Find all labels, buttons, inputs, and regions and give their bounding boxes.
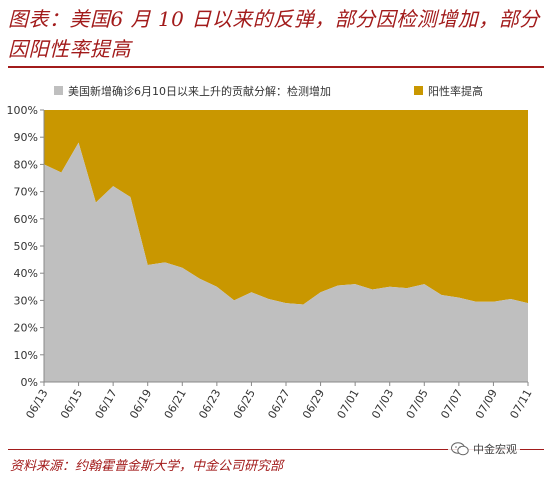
stacked-area-chart: 美国新增确诊6月10日以来上升的贡献分解：检测增加 阳性率提高 0% 10% 20%… xyxy=(7,84,535,421)
x-tick-label: 07/01 xyxy=(335,387,362,421)
footer-divider xyxy=(8,449,544,450)
wechat-watermark: 中金宏观 xyxy=(448,440,520,458)
area-positivity xyxy=(44,110,528,305)
legend-swatch-positivity xyxy=(414,86,423,95)
x-tick-label: 06/29 xyxy=(300,387,327,421)
y-tick-label: 80% xyxy=(14,158,38,171)
x-tick-label: 07/05 xyxy=(404,387,431,421)
x-tick-label: 06/21 xyxy=(162,387,189,421)
x-tick-label: 07/09 xyxy=(473,387,500,421)
title-divider xyxy=(8,66,544,68)
area-testing xyxy=(44,142,528,382)
y-tick-label: 0% xyxy=(21,376,38,389)
legend-swatch-testing xyxy=(54,86,63,95)
x-tick-label: 06/15 xyxy=(58,387,85,421)
y-tick-label: 20% xyxy=(14,322,38,335)
chart-title: 图表：美国6 月 10 日以来的反弹，部分因检测增加，部分因阳性率提高 xyxy=(8,7,540,61)
watermark-text: 中金宏观 xyxy=(473,443,517,456)
y-tick-label: 10% xyxy=(14,349,38,362)
x-tick-label: 06/25 xyxy=(231,387,258,421)
y-tick-label: 60% xyxy=(14,213,38,226)
x-tick-label: 06/13 xyxy=(23,387,50,421)
legend-label-testing: 美国新增确诊6月10日以来上升的贡献分解：检测增加 xyxy=(68,84,331,98)
legend-label-positivity: 阳性率提高 xyxy=(428,84,483,98)
legend: 美国新增确诊6月10日以来上升的贡献分解：检测增加 阳性率提高 xyxy=(54,84,483,98)
x-tick-label: 07/11 xyxy=(507,387,534,421)
y-tick-label: 30% xyxy=(14,294,38,307)
y-tick-label: 40% xyxy=(14,267,38,280)
y-tick-label: 70% xyxy=(14,186,38,199)
wechat-icon xyxy=(451,442,469,456)
x-tick-label: 07/03 xyxy=(369,387,396,421)
y-tick-label: 90% xyxy=(14,131,38,144)
y-tick-label: 50% xyxy=(14,240,38,253)
x-tick-label: 06/17 xyxy=(93,387,120,421)
x-tick-label: 06/19 xyxy=(127,387,154,421)
y-tick-label: 100% xyxy=(7,104,38,117)
x-tick-label: 06/27 xyxy=(265,387,292,421)
x-tick-label: 06/23 xyxy=(196,387,223,421)
source-note: 资料来源：约翰霍普金斯大学，中金公司研究部 xyxy=(10,459,284,474)
x-tick-label: 07/07 xyxy=(438,387,465,421)
